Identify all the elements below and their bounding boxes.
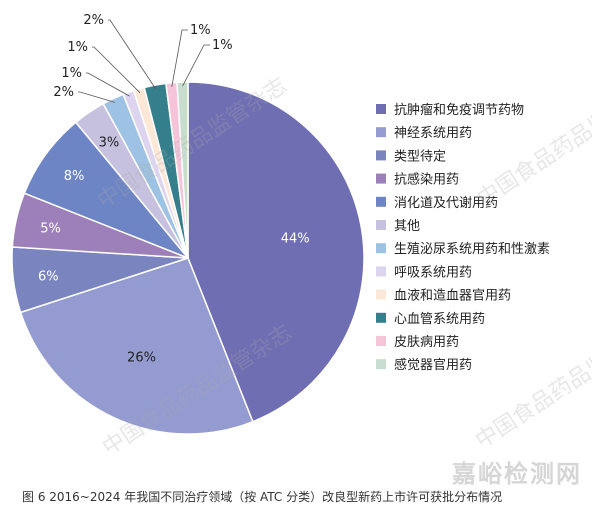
pie-slice — [23, 121, 189, 259]
legend-label: 呼吸系统用药 — [394, 265, 472, 280]
slice-label: 1% — [212, 38, 233, 53]
leader-line — [182, 44, 210, 87]
legend-swatch — [376, 289, 386, 300]
legend-label: 类型待定 — [394, 149, 446, 164]
legend-label: 抗肿瘤和免疫调节药物 — [394, 102, 524, 118]
pie-slice — [176, 81, 189, 259]
slice-label: 1% — [61, 66, 82, 81]
legend-swatch — [376, 127, 386, 138]
legend-swatch — [376, 104, 386, 114]
legend-swatch — [376, 312, 386, 323]
legend-swatch — [376, 173, 386, 184]
leader-line — [108, 19, 157, 90]
slice-label: 6% — [38, 270, 59, 285]
chart-title: 图 6 2016~2024 年我国不同治疗领域（按 ATC 分类）改良型新药上市… — [22, 490, 503, 504]
slice-label: 5% — [40, 221, 61, 236]
legend-label: 心血管系统用药 — [394, 312, 485, 327]
legend-swatch — [376, 220, 386, 230]
legend-label: 抗感染用药 — [394, 172, 459, 188]
pie-slice — [187, 81, 365, 423]
pie-slice — [19, 257, 254, 435]
legend-swatch — [376, 359, 386, 370]
slice-label: 2% — [83, 13, 104, 28]
legend-label: 消化道及代谢用药 — [394, 195, 498, 211]
slice-label: 3% — [99, 136, 120, 151]
legend-swatch — [376, 243, 386, 254]
legend-label: 感觉器官用药 — [394, 357, 472, 373]
leader-line — [171, 29, 188, 87]
leader-line — [86, 72, 130, 97]
leader-line — [92, 46, 141, 94]
legend-swatch — [376, 266, 386, 277]
slice-label: 2% — [53, 85, 74, 100]
legend-swatch — [376, 336, 386, 346]
slice-label: 8% — [64, 169, 85, 184]
slice-label: 1% — [190, 23, 211, 38]
legend-label: 皮肤病用药 — [394, 335, 459, 350]
leader-line — [78, 91, 115, 103]
site-watermark: 嘉峪检测网 — [452, 460, 582, 488]
slice-label: 26% — [127, 351, 156, 366]
legend-label: 神经系统用药 — [394, 126, 472, 141]
legend-label: 血液和造血器官用药 — [394, 288, 511, 304]
slice-label: 44% — [281, 232, 310, 247]
legend-label: 生殖泌尿系统用药和性激素 — [394, 241, 550, 257]
legend-swatch — [376, 196, 386, 207]
slice-label: 1% — [67, 40, 88, 55]
legend-swatch — [376, 150, 386, 161]
legend-label: 其他 — [394, 219, 420, 234]
